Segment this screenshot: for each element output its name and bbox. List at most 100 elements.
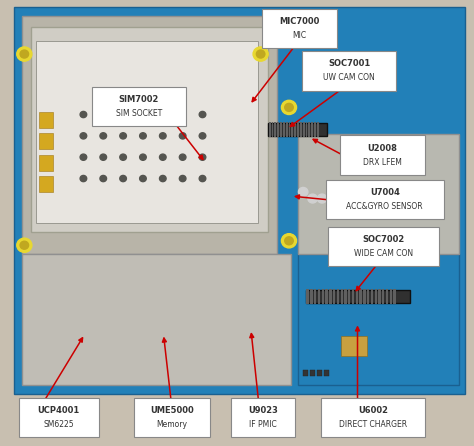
FancyBboxPatch shape (92, 87, 186, 126)
Circle shape (17, 47, 32, 61)
Circle shape (199, 133, 206, 139)
FancyBboxPatch shape (39, 176, 53, 192)
Text: MIC7000: MIC7000 (280, 17, 320, 26)
FancyBboxPatch shape (307, 289, 309, 304)
Circle shape (80, 154, 87, 160)
FancyBboxPatch shape (303, 370, 308, 376)
Circle shape (159, 112, 166, 118)
Circle shape (20, 241, 28, 249)
FancyBboxPatch shape (367, 289, 369, 304)
Circle shape (120, 175, 127, 182)
Circle shape (179, 175, 186, 182)
FancyBboxPatch shape (344, 289, 346, 304)
FancyBboxPatch shape (348, 289, 350, 304)
Text: WIDE CAM CON: WIDE CAM CON (354, 249, 413, 258)
FancyBboxPatch shape (280, 122, 282, 137)
Circle shape (285, 103, 293, 112)
FancyBboxPatch shape (340, 289, 343, 304)
FancyBboxPatch shape (306, 122, 308, 137)
Circle shape (253, 47, 268, 61)
Circle shape (285, 237, 293, 245)
Circle shape (159, 154, 166, 160)
FancyBboxPatch shape (317, 122, 319, 137)
FancyBboxPatch shape (378, 289, 381, 304)
Text: MIC: MIC (292, 31, 307, 40)
Text: U7004: U7004 (370, 188, 400, 197)
FancyBboxPatch shape (310, 370, 315, 376)
Text: U2008: U2008 (367, 144, 397, 153)
Circle shape (80, 175, 87, 182)
FancyBboxPatch shape (302, 51, 396, 91)
Circle shape (120, 133, 127, 139)
Circle shape (179, 154, 186, 160)
Circle shape (179, 133, 186, 139)
FancyBboxPatch shape (333, 289, 335, 304)
FancyBboxPatch shape (371, 289, 373, 304)
FancyBboxPatch shape (374, 289, 377, 304)
FancyBboxPatch shape (272, 122, 273, 137)
FancyBboxPatch shape (18, 398, 99, 437)
Circle shape (199, 154, 206, 160)
Text: SOC7002: SOC7002 (363, 235, 405, 244)
Circle shape (256, 50, 265, 58)
FancyBboxPatch shape (39, 112, 53, 128)
FancyBboxPatch shape (306, 290, 410, 303)
FancyBboxPatch shape (325, 289, 328, 304)
FancyBboxPatch shape (318, 370, 322, 376)
Circle shape (80, 133, 87, 139)
Text: UW CAM CON: UW CAM CON (323, 73, 375, 83)
FancyBboxPatch shape (14, 8, 465, 394)
FancyBboxPatch shape (277, 122, 279, 137)
Circle shape (100, 175, 107, 182)
Circle shape (100, 154, 107, 160)
Text: SM6225: SM6225 (43, 420, 74, 429)
FancyBboxPatch shape (359, 289, 362, 304)
FancyBboxPatch shape (318, 289, 320, 304)
Circle shape (282, 234, 297, 248)
Circle shape (159, 175, 166, 182)
Text: ACC&GYRO SENSOR: ACC&GYRO SENSOR (346, 202, 423, 211)
Text: UME5000: UME5000 (150, 406, 194, 415)
Text: SIM7002: SIM7002 (119, 95, 159, 103)
FancyBboxPatch shape (262, 9, 337, 48)
Text: UCP4001: UCP4001 (37, 406, 80, 415)
Circle shape (140, 133, 146, 139)
Circle shape (159, 133, 166, 139)
FancyBboxPatch shape (299, 134, 459, 254)
FancyBboxPatch shape (340, 136, 425, 175)
FancyBboxPatch shape (292, 122, 293, 137)
FancyBboxPatch shape (269, 122, 271, 137)
Circle shape (318, 194, 327, 203)
FancyBboxPatch shape (324, 370, 329, 376)
FancyBboxPatch shape (363, 289, 365, 304)
FancyBboxPatch shape (274, 122, 276, 137)
FancyBboxPatch shape (356, 289, 358, 304)
FancyBboxPatch shape (352, 289, 354, 304)
Text: Memory: Memory (156, 420, 188, 429)
FancyBboxPatch shape (326, 180, 444, 219)
FancyBboxPatch shape (36, 41, 258, 223)
FancyBboxPatch shape (341, 336, 367, 356)
FancyBboxPatch shape (310, 289, 313, 304)
Text: DRX LFEM: DRX LFEM (363, 158, 402, 167)
Text: SOC7001: SOC7001 (328, 59, 370, 68)
FancyBboxPatch shape (289, 122, 291, 137)
Text: IF PMIC: IF PMIC (249, 420, 277, 429)
FancyBboxPatch shape (39, 133, 53, 149)
Circle shape (20, 50, 28, 58)
Circle shape (100, 112, 107, 118)
Text: U9023: U9023 (248, 406, 278, 415)
FancyBboxPatch shape (294, 122, 296, 137)
Circle shape (308, 194, 318, 203)
Text: SIM SOCKET: SIM SOCKET (116, 109, 162, 118)
FancyBboxPatch shape (31, 27, 268, 232)
FancyBboxPatch shape (328, 227, 439, 266)
FancyBboxPatch shape (22, 254, 292, 385)
FancyBboxPatch shape (309, 122, 310, 137)
Circle shape (100, 133, 107, 139)
Circle shape (282, 100, 297, 115)
FancyBboxPatch shape (390, 289, 392, 304)
FancyBboxPatch shape (314, 289, 317, 304)
FancyBboxPatch shape (297, 122, 299, 137)
FancyBboxPatch shape (135, 398, 210, 437)
